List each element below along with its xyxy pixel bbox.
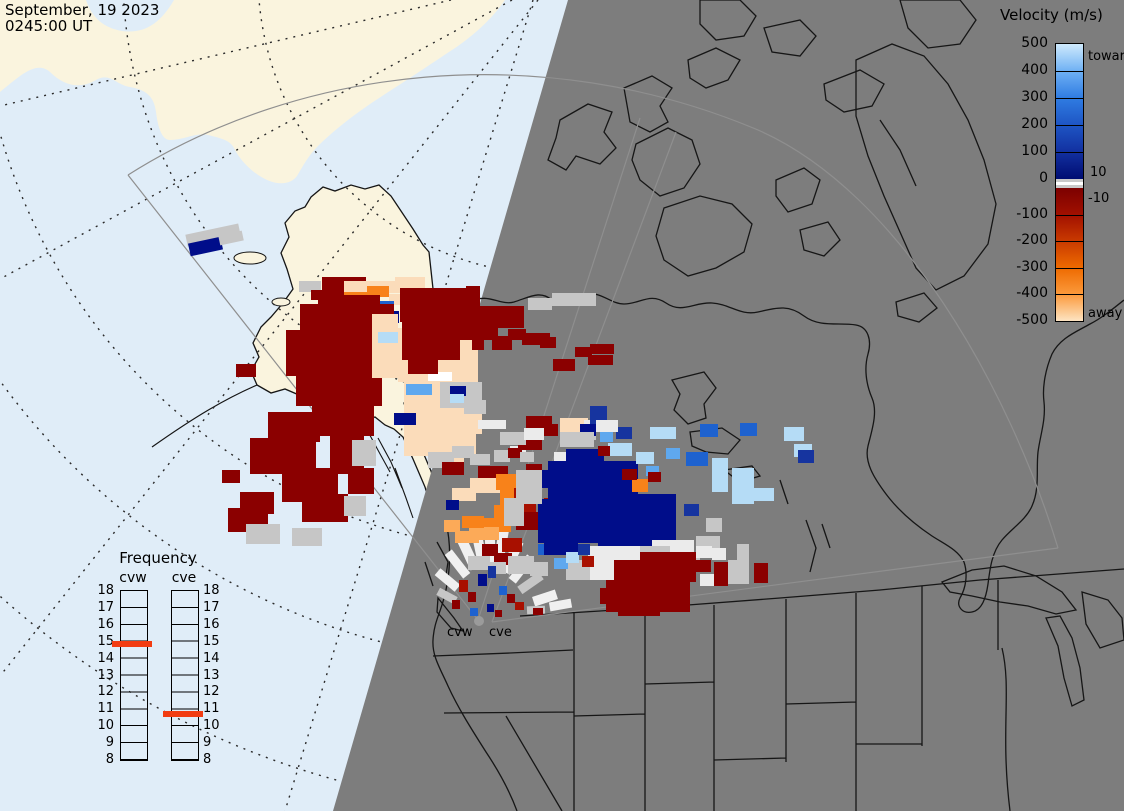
panhandle-islands xyxy=(365,427,414,519)
aleutian-peninsula-line xyxy=(151,384,258,448)
radar-site-label-cve: cve xyxy=(489,625,512,640)
radar-site-label-cvw: cvw xyxy=(447,625,473,640)
date-text: September, 19 2023 xyxy=(5,1,160,19)
time-text: 0245:00 UT xyxy=(5,17,93,35)
timestamp: September, 19 2023 0245:00 UT xyxy=(5,2,159,34)
russia-landmass xyxy=(0,0,505,184)
radar-origin-dot xyxy=(474,616,484,626)
